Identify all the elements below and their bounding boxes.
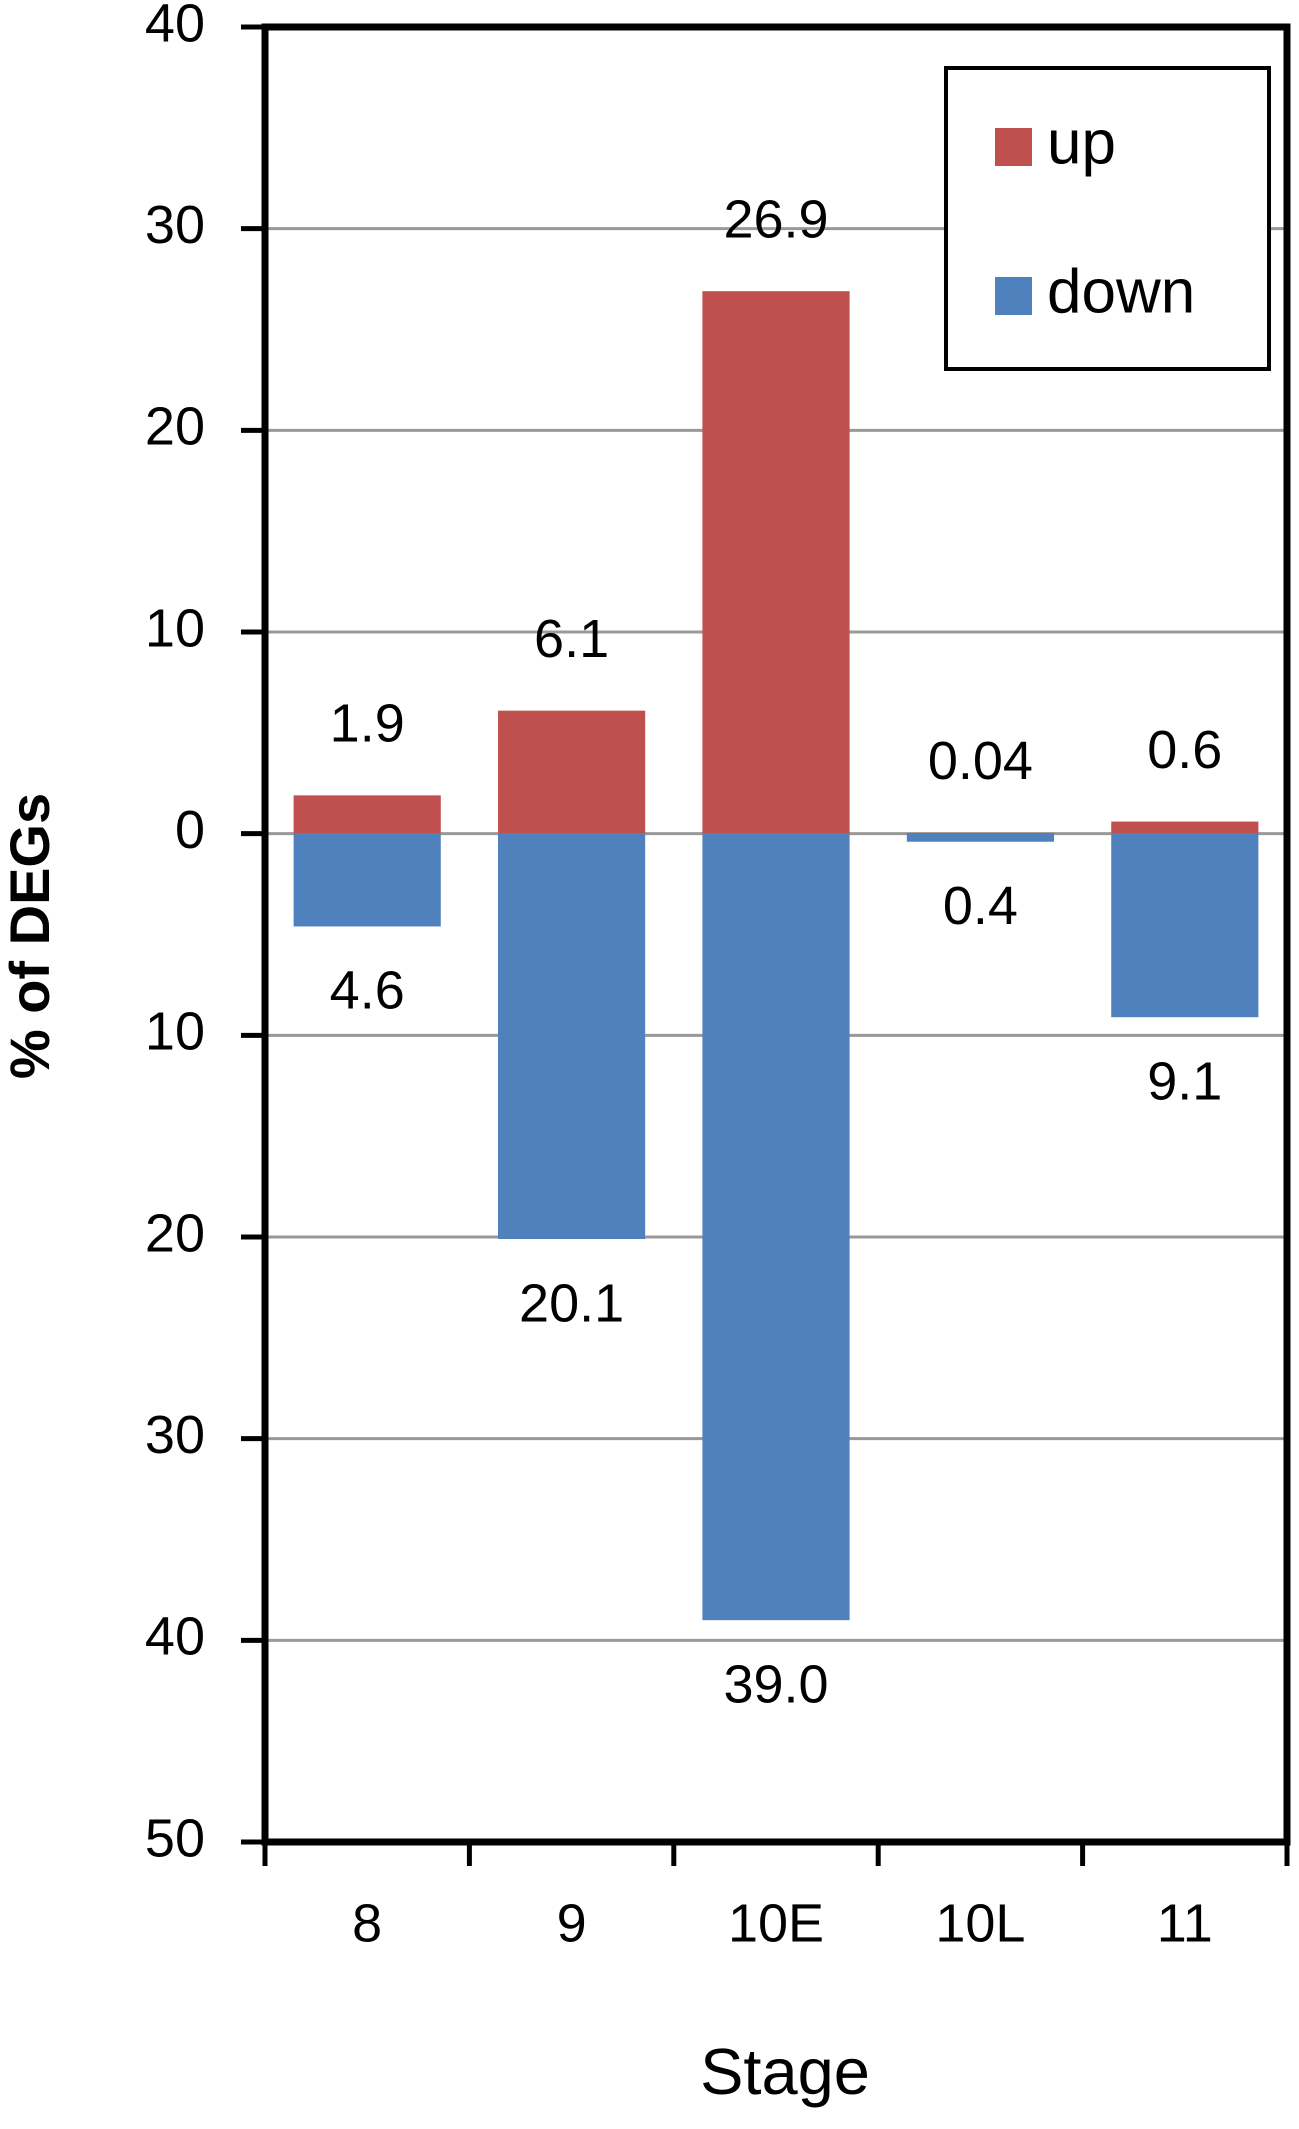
data-label: 0.4 bbox=[943, 876, 1018, 936]
x-tick-label: 9 bbox=[557, 1893, 587, 1953]
y-tick-label: 10 bbox=[145, 1002, 205, 1062]
bar bbox=[702, 291, 850, 834]
bar bbox=[906, 833, 1054, 842]
data-label: 0.04 bbox=[928, 731, 1033, 791]
bar bbox=[498, 710, 646, 834]
legend-swatch bbox=[995, 277, 1032, 315]
bar bbox=[1111, 833, 1259, 1018]
x-axis-label: Stage bbox=[700, 2035, 870, 2108]
y-tick-label: 20 bbox=[145, 1203, 205, 1263]
bar bbox=[906, 832, 1054, 834]
y-tick-label: 20 bbox=[145, 397, 205, 457]
data-label: 20.1 bbox=[519, 1273, 624, 1333]
data-label: 6.1 bbox=[534, 609, 609, 669]
legend-swatch bbox=[995, 128, 1032, 166]
bar bbox=[293, 795, 441, 834]
x-tick-label: 10L bbox=[935, 1893, 1025, 1953]
data-label: 39.0 bbox=[723, 1654, 828, 1714]
legend-box bbox=[944, 66, 1271, 371]
bar bbox=[293, 833, 441, 927]
data-label: 26.9 bbox=[723, 189, 828, 249]
plot-frame bbox=[261, 23, 1291, 1846]
data-label: 9.1 bbox=[1147, 1051, 1222, 1111]
y-tick-label: 30 bbox=[145, 195, 205, 255]
legend-label: up bbox=[1047, 108, 1116, 177]
bar bbox=[702, 833, 850, 1621]
x-tick-label: 8 bbox=[352, 1893, 382, 1953]
data-label: 4.6 bbox=[330, 961, 405, 1021]
y-tick-label: 50 bbox=[145, 1808, 205, 1868]
y-tick-label: 40 bbox=[145, 1607, 205, 1667]
y-tick-label: 40 bbox=[145, 0, 205, 53]
y-tick-label: 30 bbox=[145, 1405, 205, 1465]
x-tick-label: 10E bbox=[728, 1893, 824, 1953]
y-axis-label: % of DEGs bbox=[0, 793, 61, 1079]
x-tick-label: 11 bbox=[1157, 1893, 1213, 1953]
y-tick-label: 0 bbox=[175, 800, 205, 860]
bar bbox=[498, 833, 646, 1240]
legend-label: down bbox=[1047, 257, 1195, 326]
data-label: 0.6 bbox=[1147, 720, 1222, 780]
bar bbox=[1111, 821, 1259, 834]
data-label: 1.9 bbox=[330, 694, 405, 754]
y-tick-label: 10 bbox=[145, 598, 205, 658]
